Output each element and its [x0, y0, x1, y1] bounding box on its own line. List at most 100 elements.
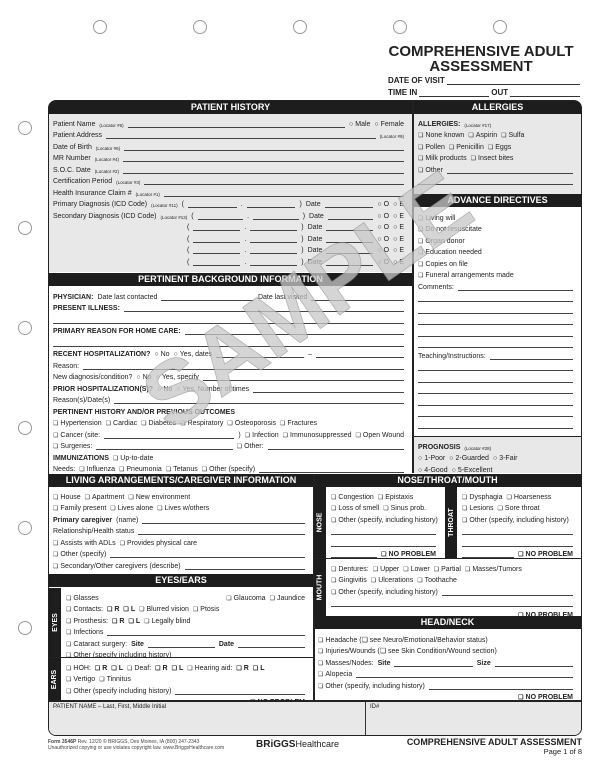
radio[interactable]: Yes, Number of times [176, 386, 250, 393]
text-field[interactable] [250, 246, 298, 254]
text-field[interactable] [66, 698, 246, 700]
radio[interactable]: E [393, 247, 404, 254]
checkbox[interactable]: Cataract surgery: [66, 641, 127, 648]
no-problem-checkbox[interactable]: NO PROBLEM [381, 551, 436, 558]
text-field[interactable] [184, 327, 404, 335]
checkbox[interactable]: Do not resuscitate [418, 226, 481, 233]
text-field[interactable] [462, 539, 573, 547]
checkbox[interactable]: Infection [245, 432, 278, 439]
checkbox[interactable]: Other [418, 167, 443, 174]
text-field[interactable] [267, 442, 405, 450]
text-field[interactable] [107, 628, 305, 636]
checkbox[interactable]: Open Wound [355, 432, 404, 439]
checkbox[interactable]: Pollen [418, 144, 444, 151]
checkbox[interactable]: Other (specify, including history) [331, 517, 437, 524]
text-field[interactable] [238, 640, 306, 648]
checkbox[interactable]: Sulfa [501, 132, 525, 139]
checkbox[interactable]: Other (specify including history) [66, 652, 171, 657]
radio[interactable]: 3-Fair [493, 455, 517, 462]
radio[interactable]: O [377, 213, 389, 220]
text-field[interactable] [147, 640, 215, 648]
checkbox[interactable]: Vertigo [66, 676, 95, 683]
checkbox[interactable]: Other: [237, 443, 263, 450]
checkbox[interactable]: Blurred vision [139, 606, 188, 613]
text-field[interactable] [193, 235, 241, 243]
text-field[interactable] [246, 200, 296, 208]
radio[interactable]: No [157, 386, 172, 393]
radio[interactable]: 4-Good [418, 467, 447, 474]
checkbox[interactable]: Cardiac [106, 420, 137, 427]
radio[interactable]: E [393, 236, 404, 243]
text-field[interactable] [250, 223, 298, 231]
checkbox[interactable]: R [236, 665, 249, 672]
text-field[interactable] [96, 442, 233, 450]
checkbox[interactable]: Glaucoma [226, 595, 266, 602]
text-field[interactable] [184, 562, 305, 570]
checkbox[interactable]: Legally blind [144, 618, 191, 625]
text-field[interactable] [356, 670, 573, 678]
checkbox[interactable]: Congestion [331, 494, 373, 501]
text-field[interactable] [326, 258, 374, 266]
radio[interactable]: 1-Poor [418, 455, 445, 462]
radio[interactable]: No [154, 351, 170, 358]
checkbox[interactable]: New environment [128, 494, 190, 501]
text-field[interactable] [124, 143, 404, 151]
text-field[interactable] [418, 306, 573, 314]
checkbox[interactable]: None known [418, 132, 464, 139]
text-field[interactable] [418, 398, 573, 406]
text-field[interactable] [462, 527, 573, 535]
text-field[interactable] [53, 573, 305, 574]
checkbox[interactable]: Deaf: [127, 665, 151, 672]
text-field[interactable] [106, 131, 376, 139]
text-field[interactable] [326, 223, 374, 231]
checkbox[interactable]: L [123, 606, 135, 613]
text-field[interactable] [418, 421, 573, 429]
checkbox[interactable]: Ptosis [193, 606, 219, 613]
text-field[interactable] [123, 154, 404, 162]
text-field[interactable] [457, 283, 573, 291]
checkbox[interactable]: Jaundice [270, 595, 305, 602]
checkbox[interactable]: Lives alone [110, 505, 153, 512]
checkbox[interactable]: Pneumonia [119, 466, 161, 473]
text-field[interactable] [331, 599, 573, 607]
checkbox[interactable]: L [172, 665, 183, 672]
checkbox[interactable]: Immunosuppressed [283, 432, 351, 439]
checkbox[interactable]: Osteoporosis [227, 420, 276, 427]
time-out-field[interactable] [510, 89, 581, 97]
checkbox[interactable]: HOH: [66, 665, 91, 672]
no-problem-checkbox[interactable]: NO PROBLEM [518, 551, 573, 558]
radio[interactable]: No [136, 374, 152, 381]
text-field[interactable] [324, 200, 374, 208]
checkbox[interactable]: Hoarseness [506, 494, 551, 501]
text-field[interactable] [175, 687, 305, 695]
text-field[interactable] [53, 339, 404, 347]
checkbox[interactable]: Injuries/Wounds (❏ see Skin Condition/Wo… [318, 647, 496, 655]
text-field[interactable] [250, 258, 298, 266]
text-field[interactable] [418, 375, 573, 383]
checkbox[interactable]: Copies on file [418, 261, 467, 268]
text-field[interactable] [418, 363, 573, 371]
text-field[interactable] [127, 120, 345, 128]
radio[interactable]: O [377, 247, 389, 254]
text-field[interactable] [331, 539, 436, 547]
radio[interactable]: Yes, dates [174, 351, 212, 358]
no-problem-checkbox[interactable]: NO PROBLEM [518, 612, 573, 617]
checkbox[interactable]: Tinnitus [99, 676, 131, 683]
text-field[interactable] [418, 317, 573, 325]
checkbox[interactable]: Surgeries: [53, 443, 92, 450]
radio[interactable]: E [393, 259, 404, 266]
text-field[interactable] [53, 316, 404, 324]
text-field[interactable] [123, 166, 404, 174]
checkbox[interactable]: Other (specify) [202, 466, 255, 473]
text-field[interactable] [114, 396, 404, 404]
text-field[interactable] [142, 516, 305, 524]
text-field[interactable] [418, 189, 573, 195]
text-field[interactable] [318, 693, 514, 700]
text-field[interactable] [418, 177, 573, 185]
checkbox[interactable]: Alopecia [318, 671, 352, 678]
checkbox[interactable]: Hearing aid: [187, 665, 233, 672]
text-field[interactable] [316, 350, 404, 358]
checkbox[interactable]: Hypertension [53, 420, 101, 427]
checkbox[interactable]: Influenza [79, 466, 115, 473]
checkbox[interactable]: Toothache [417, 577, 457, 584]
